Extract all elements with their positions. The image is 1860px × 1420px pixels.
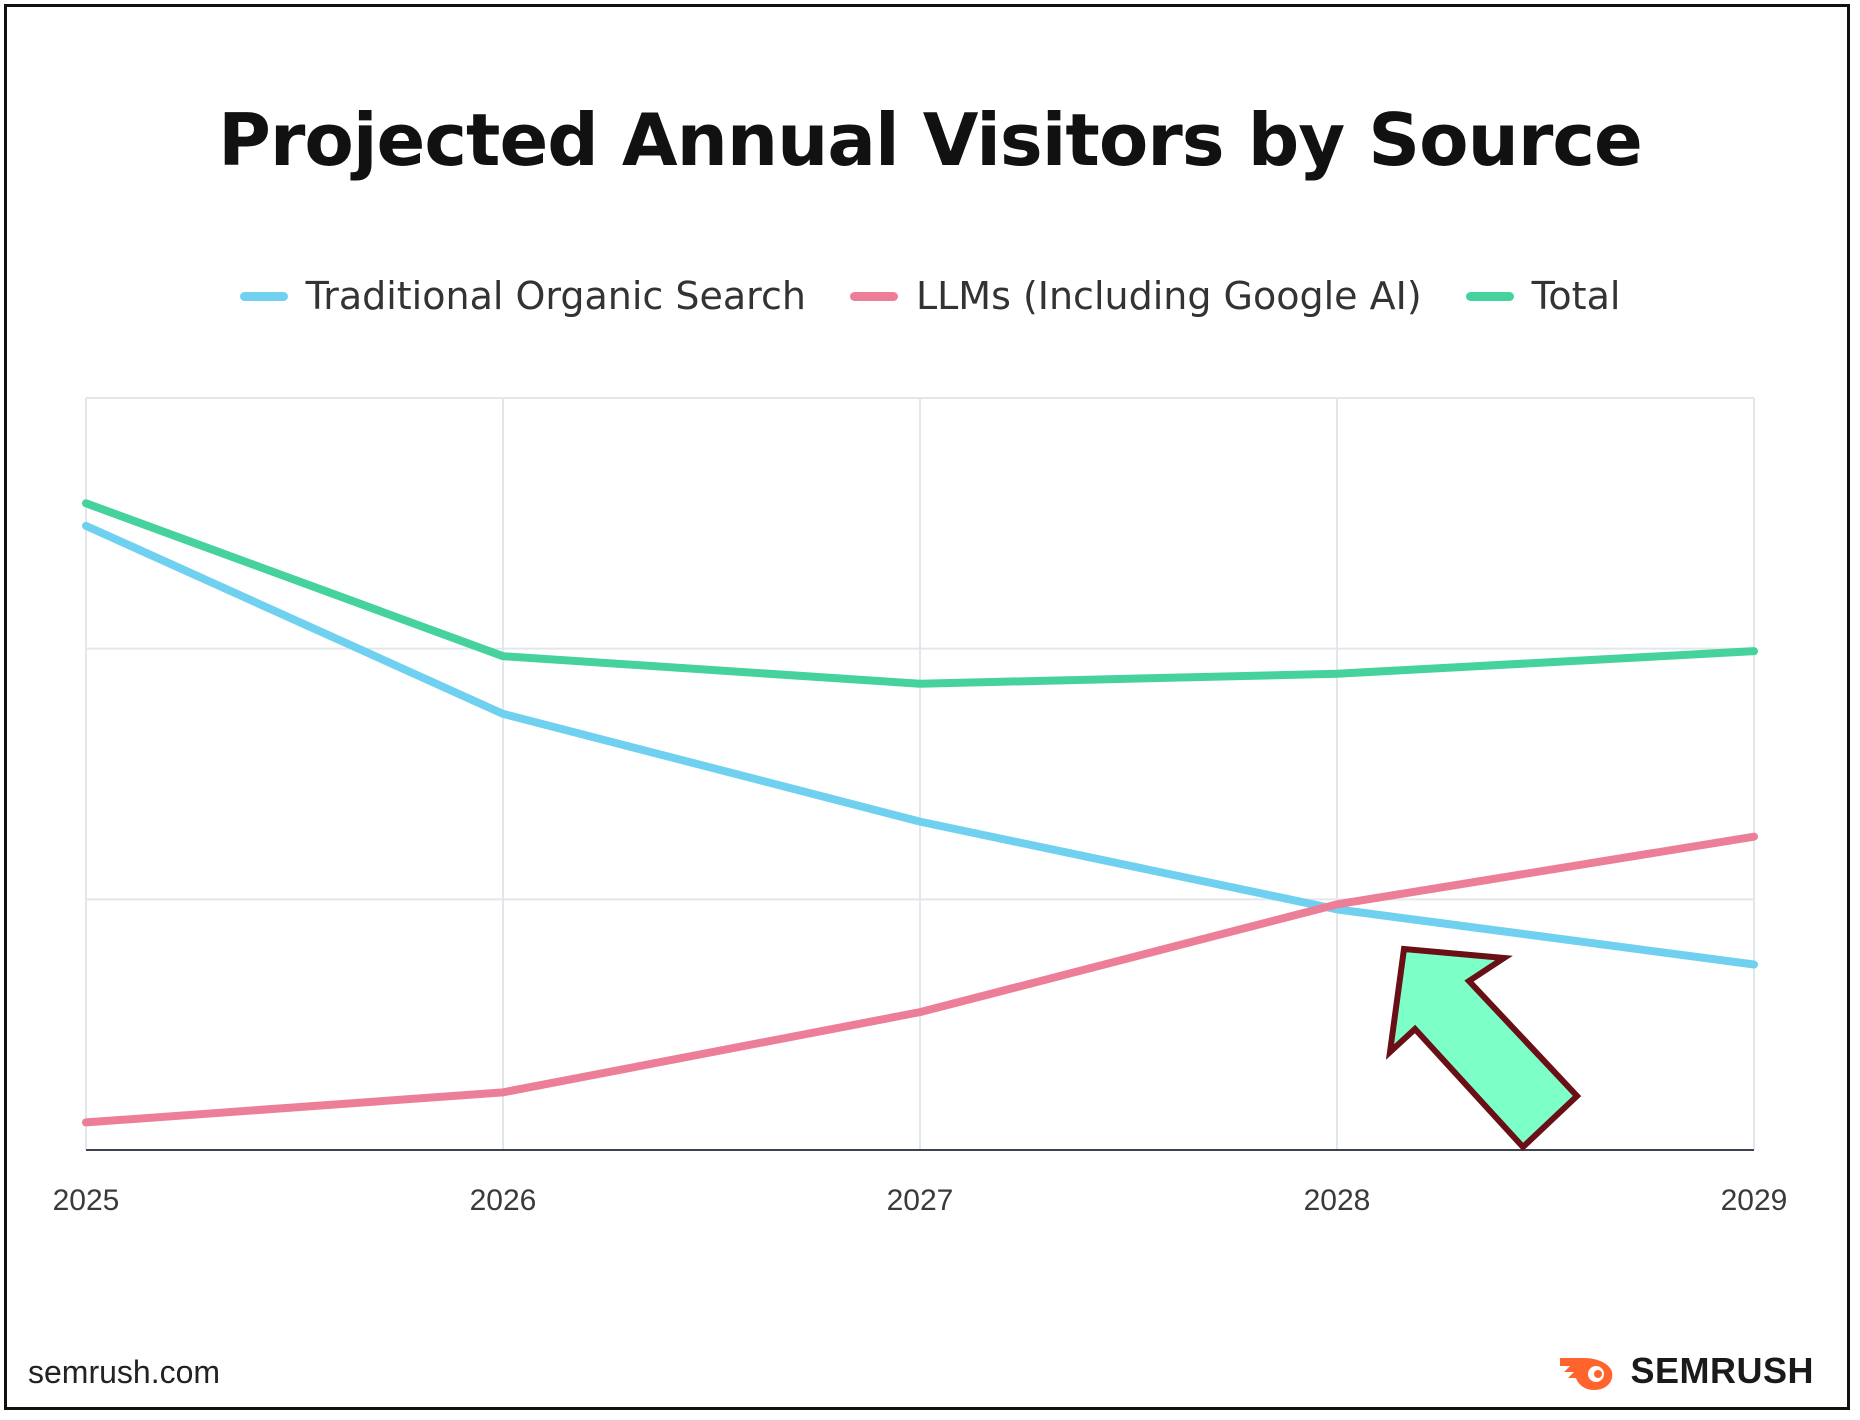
legend-swatch-traditional-organic-search <box>239 291 288 301</box>
x-tick-label-2026: 2026 <box>470 1184 537 1217</box>
legend-item-traditional-organic-search: Traditional Organic Search <box>239 274 806 318</box>
grid-layer <box>85 397 1755 1150</box>
legend-label-total: Total <box>1531 274 1621 318</box>
tick-label-layer: 2025 2026 2027 2028 2029 <box>53 1184 1788 1217</box>
series-line-traditional-organic-search <box>82 521 1758 969</box>
chart-legend: Traditional Organic Search LLMs (Includi… <box>0 274 1860 318</box>
semrush-flame-icon <box>1560 1358 1613 1390</box>
annotation-layer <box>1385 945 1582 1152</box>
legend-swatch-llms <box>849 291 898 301</box>
brand-name: SEMRUSH <box>1630 1350 1814 1391</box>
series-line-llms-including-google-ai <box>82 832 1758 1127</box>
source-url: semrush.com <box>28 1354 221 1390</box>
chart-title: Projected Annual Visitors by Source <box>218 98 1643 182</box>
legend-label-llms: LLMs (Including Google AI) <box>915 274 1422 318</box>
x-tick-label-2025: 2025 <box>53 1184 120 1217</box>
chart-frame <box>4 4 1850 1410</box>
legend-swatch-total <box>1465 291 1514 301</box>
annotation-arrow <box>1385 945 1582 1152</box>
series-layer <box>82 499 1758 1127</box>
x-tick-label-2029: 2029 <box>1721 1184 1788 1217</box>
x-tick-label-2028: 2028 <box>1304 1184 1371 1217</box>
legend-item-total: Total <box>1465 274 1621 318</box>
series-line-total <box>82 499 1758 688</box>
legend-label-traditional-organic-search: Traditional Organic Search <box>305 274 806 318</box>
legend-item-llms: LLMs (Including Google AI) <box>849 274 1422 318</box>
brand-logo: SEMRUSH <box>1558 1350 1814 1392</box>
x-tick-label-2027: 2027 <box>887 1184 954 1217</box>
